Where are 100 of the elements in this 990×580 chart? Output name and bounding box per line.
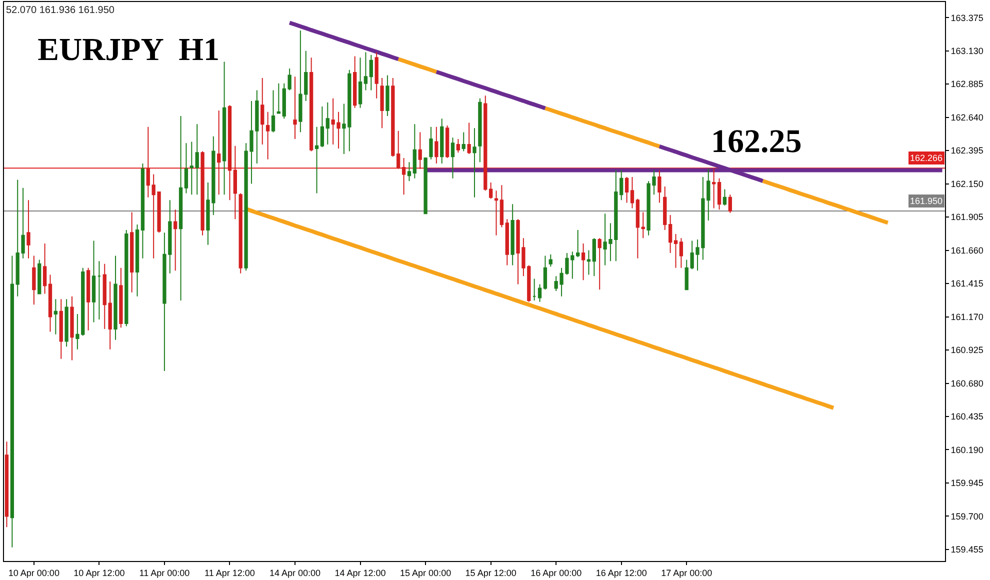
y-tick-label: 160.680 — [950, 378, 984, 388]
candlestick — [32, 255, 36, 306]
candlestick — [119, 267, 123, 328]
candlestick — [532, 278, 536, 301]
y-tick-label: 162.640 — [950, 112, 984, 122]
candlestick — [276, 82, 281, 114]
candlestick — [320, 106, 324, 148]
candlestick — [472, 128, 476, 198]
candlestick — [581, 243, 586, 281]
candlestick — [424, 158, 428, 214]
y-tick-label: 160.190 — [950, 444, 984, 455]
candlestick — [135, 224, 140, 297]
x-tick-label: 10 Apr 12:00 — [74, 568, 125, 578]
candlestick — [434, 126, 438, 164]
candlestick — [314, 126, 319, 194]
ref-line-label: 161.950 — [910, 196, 943, 206]
candlestick — [576, 229, 580, 258]
y-tick-label: 160.435 — [950, 412, 984, 422]
x-tick-label: 15 Apr 00:00 — [400, 568, 452, 578]
candlestick — [48, 274, 52, 332]
y-tick-label: 161.170 — [950, 312, 984, 322]
candlestick — [543, 255, 548, 290]
candlestick — [70, 296, 74, 361]
candlestick — [26, 200, 30, 259]
candlestick — [374, 52, 378, 99]
candlestick — [717, 178, 722, 210]
candlestick — [42, 243, 47, 294]
candlestick — [369, 54, 373, 91]
x-tick-label: 16 Apr 12:00 — [596, 568, 647, 578]
candlestick — [380, 77, 384, 129]
candlestick — [488, 182, 493, 200]
candlestick — [140, 162, 145, 259]
candlestick — [663, 186, 667, 230]
candlestick — [222, 61, 226, 196]
candlestick — [630, 176, 634, 209]
candlestick — [548, 254, 552, 268]
candlestick — [679, 238, 684, 268]
candlestick — [538, 284, 542, 302]
candlestick — [674, 234, 678, 268]
candlestick — [641, 212, 645, 239]
candlestick — [38, 259, 42, 294]
x-tick-label: 11 Apr 12:00 — [204, 568, 255, 578]
candlestick — [510, 204, 514, 266]
candlestick — [462, 132, 466, 152]
candlestick — [391, 77, 395, 158]
candlestick — [97, 260, 102, 320]
candlestick — [10, 255, 14, 548]
candlestick — [4, 441, 9, 528]
x-tick-label: 11 Apr 00:00 — [139, 568, 190, 578]
candlestick — [266, 111, 270, 160]
candlestick — [260, 77, 264, 145]
candlestick — [456, 138, 460, 154]
candlestick — [586, 250, 591, 276]
y-tick-label: 163.375 — [950, 12, 984, 23]
candlestick — [592, 238, 596, 277]
y-tick-label: 159.455 — [950, 544, 984, 555]
candlestick — [64, 298, 68, 348]
y-tick-label: 159.700 — [950, 511, 984, 522]
candlestick — [184, 142, 188, 194]
x-tick-label: 15 Apr 12:00 — [465, 568, 516, 578]
candlestick — [478, 98, 482, 163]
candlestick — [293, 76, 297, 140]
x-tick-label: 14 Apr 12:00 — [334, 568, 386, 578]
candlestick — [364, 52, 368, 91]
candlestick — [190, 141, 194, 196]
y-tick-label: 161.415 — [950, 278, 984, 289]
candlestick — [440, 118, 444, 164]
candlestick — [445, 124, 450, 159]
y-tick-label: 162.885 — [950, 79, 984, 90]
candlestick — [598, 238, 602, 290]
candlestick — [174, 209, 178, 272]
candlestick — [326, 102, 330, 145]
candlestick — [195, 124, 199, 196]
candlestick — [309, 57, 314, 152]
x-tick-label: 10 Apr 00:00 — [8, 568, 60, 578]
y-tick-label: 162.395 — [950, 146, 984, 156]
candlestick — [59, 298, 63, 360]
candlestick — [114, 255, 118, 340]
candlestick — [407, 162, 412, 182]
candlestick — [358, 57, 362, 108]
candlestick — [238, 192, 242, 274]
candlestick — [178, 115, 183, 301]
ref-line-label: 162.266 — [910, 153, 943, 163]
candlestick — [353, 56, 357, 108]
x-tick-label: 16 Apr 00:00 — [530, 568, 582, 578]
candlestick — [728, 194, 732, 214]
y-tick-label: 163.130 — [950, 46, 984, 56]
candlestick — [505, 218, 509, 266]
candlestick — [429, 126, 433, 160]
candlestick — [668, 214, 672, 254]
candlestick — [658, 170, 662, 204]
candlestick — [124, 229, 128, 327]
x-tick-label: 17 Apr 00:00 — [661, 568, 712, 578]
candlestick — [467, 122, 471, 154]
y-tick-label: 159.945 — [950, 478, 984, 488]
candlestick — [412, 124, 416, 179]
candlestick — [624, 176, 629, 204]
candlestick — [130, 212, 134, 293]
candlestick — [450, 137, 455, 179]
annotation: 162.25 — [711, 124, 802, 160]
